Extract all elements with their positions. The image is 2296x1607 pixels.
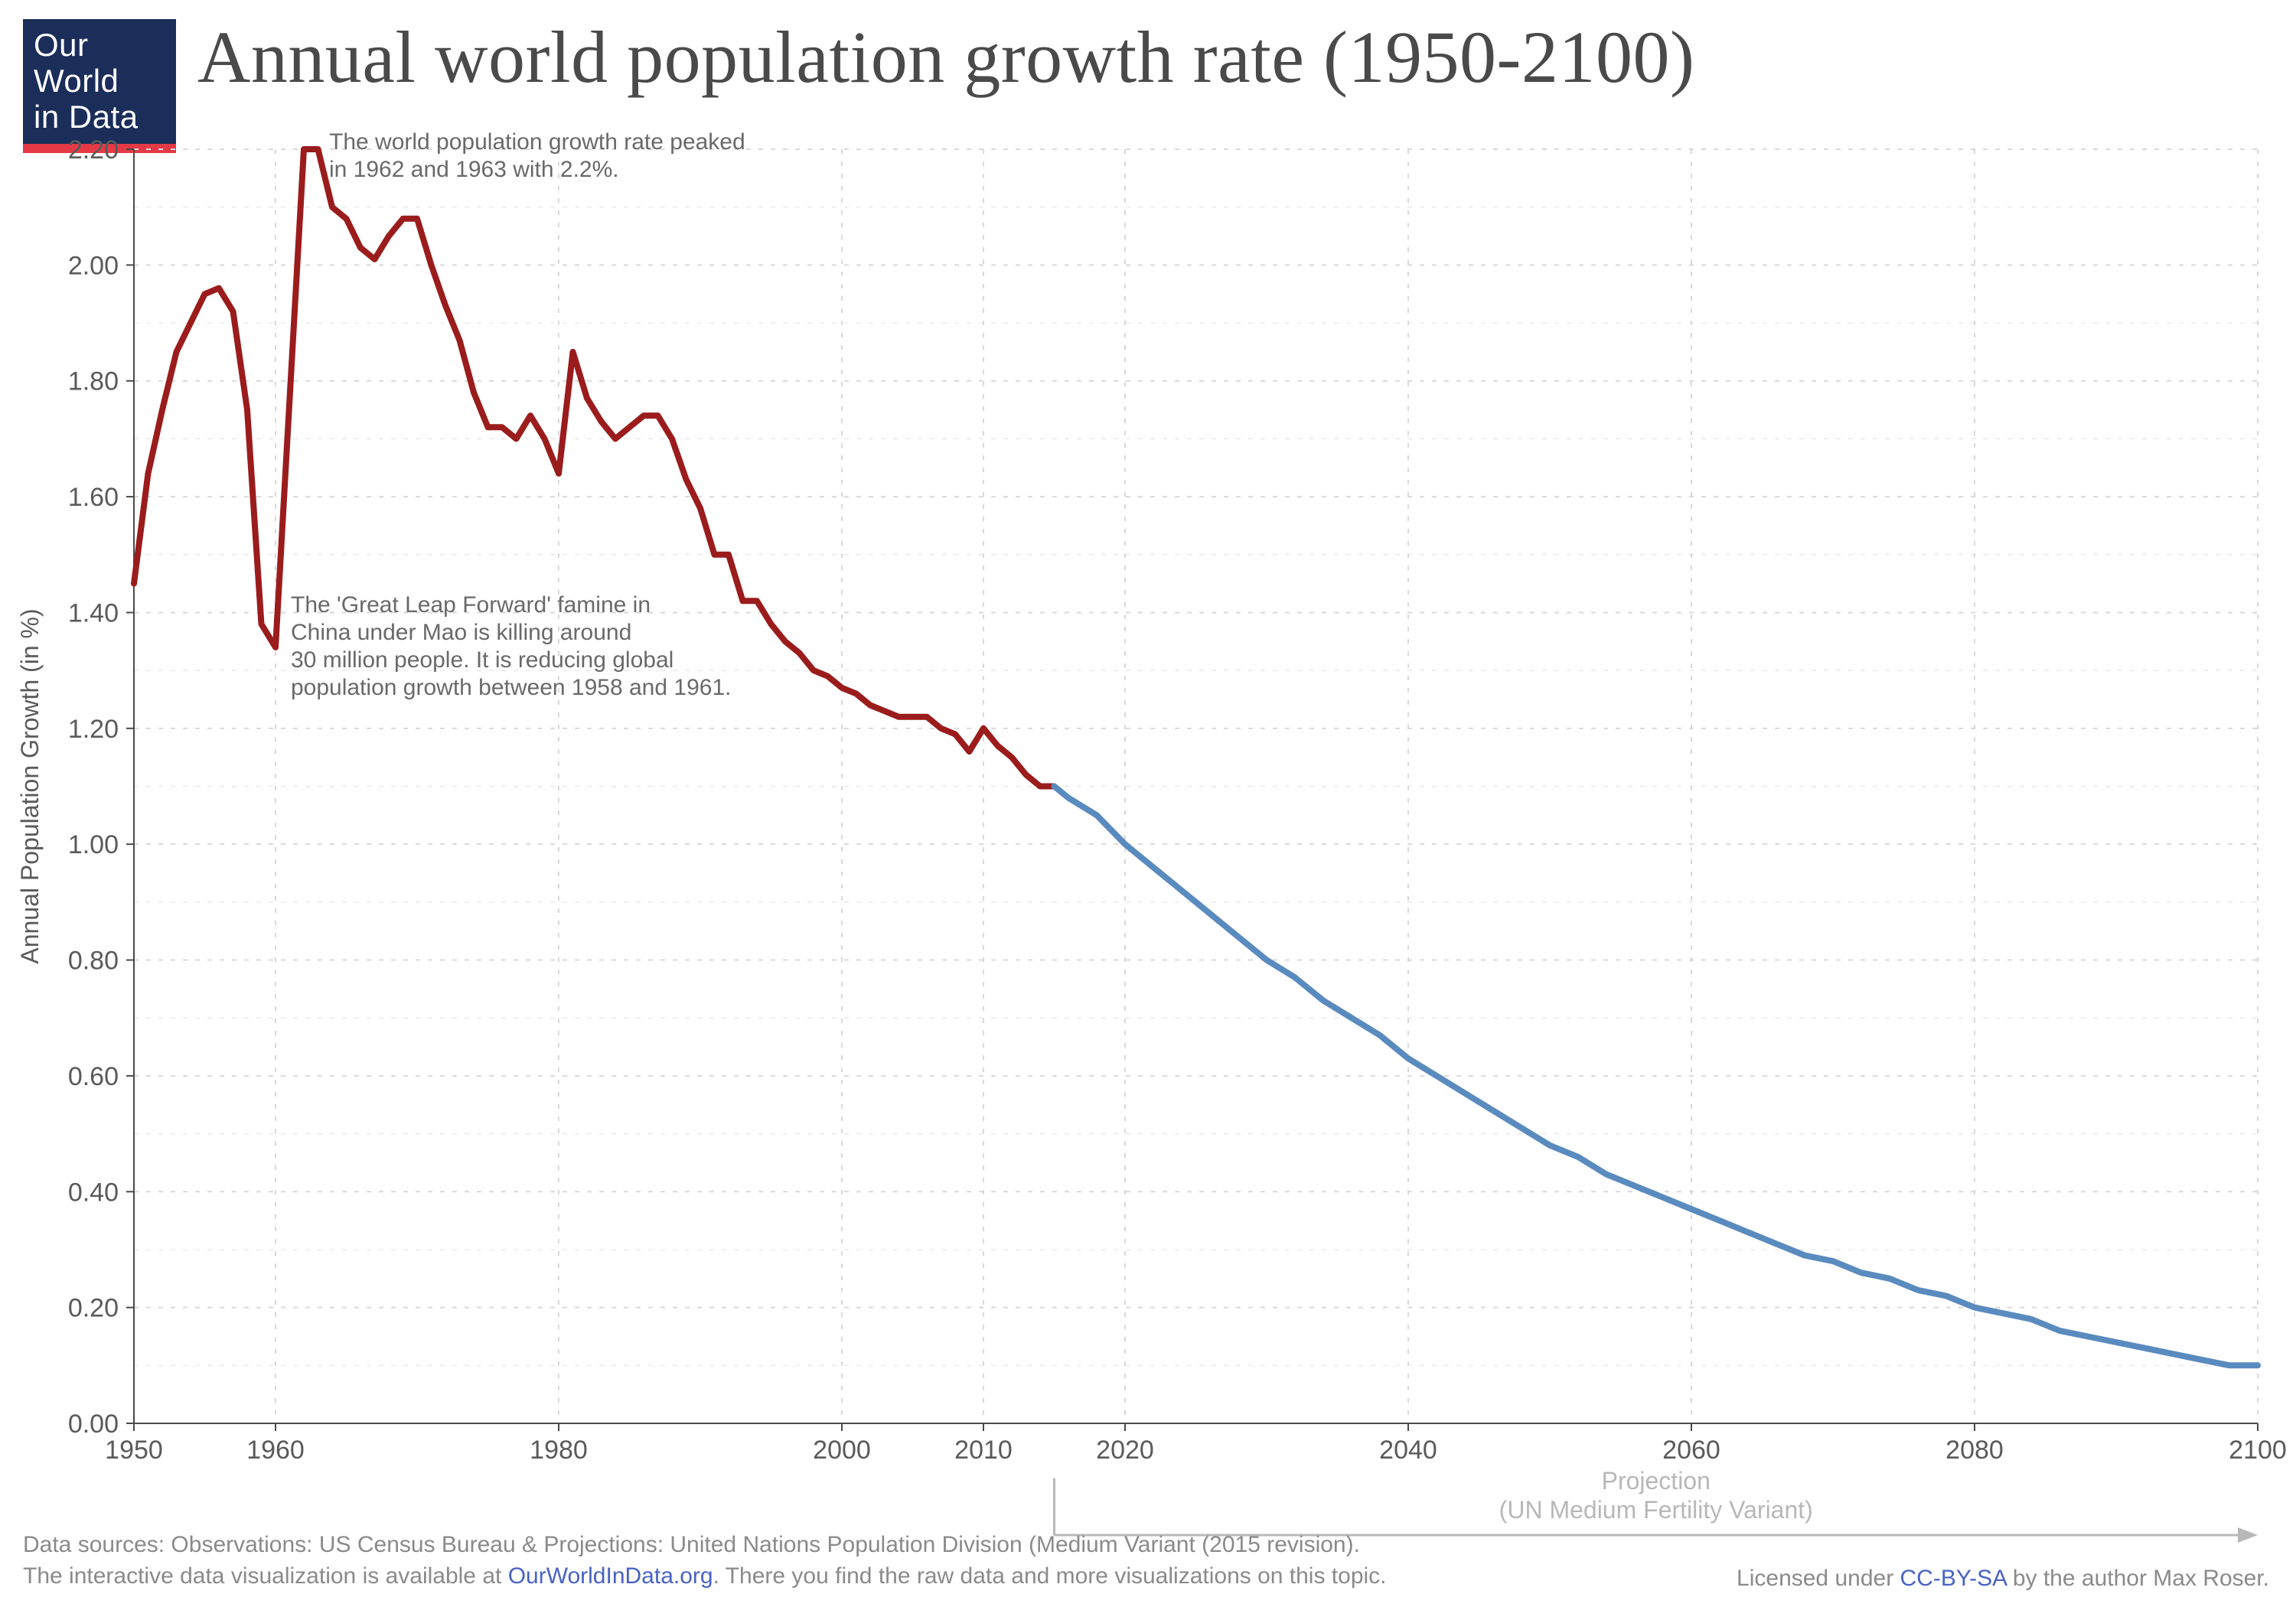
- svg-text:2100: 2100: [2229, 1436, 2287, 1465]
- svg-text:0.20: 0.20: [68, 1294, 119, 1323]
- svg-text:1950: 1950: [105, 1436, 163, 1465]
- svg-text:2010: 2010: [954, 1436, 1013, 1465]
- footer-line2: The interactive data visualization is av…: [23, 1561, 1387, 1592]
- annotation-peak: The world population growth rate peaked: [329, 129, 745, 155]
- owid-link[interactable]: OurWorldInData.org: [508, 1563, 713, 1589]
- svg-text:1960: 1960: [246, 1436, 305, 1465]
- annotation-famine: China under Mao is killing around: [291, 620, 631, 645]
- svg-text:Annual Population Growth (in %: Annual Population Growth (in %): [16, 608, 44, 963]
- svg-text:2060: 2060: [1662, 1436, 1720, 1465]
- svg-text:1980: 1980: [530, 1436, 588, 1465]
- annotation-peak: in 1962 and 1963 with 2.2%.: [329, 157, 619, 182]
- annotation-famine: 30 million people. It is reducing global: [291, 647, 673, 673]
- projection-label-1: Projection: [1602, 1467, 1711, 1495]
- svg-text:1.00: 1.00: [68, 830, 119, 859]
- projection-label-2: (UN Medium Fertility Variant): [1499, 1496, 1813, 1524]
- annotation-famine: population growth between 1958 and 1961.: [291, 675, 731, 700]
- svg-text:1.20: 1.20: [68, 715, 119, 744]
- svg-text:2020: 2020: [1096, 1436, 1154, 1465]
- svg-text:2000: 2000: [813, 1436, 871, 1465]
- svg-text:1.80: 1.80: [68, 367, 119, 396]
- footer-license: Licensed under CC-BY-SA by the author Ma…: [1737, 1566, 2269, 1592]
- annotation-famine: The 'Great Leap Forward' famine in: [291, 592, 651, 618]
- svg-text:2040: 2040: [1379, 1436, 1437, 1465]
- growth-chart: 0.00 0.20 0.40 0.60 0.80 1.00 1.20 1.40 1.60 1.80…: [0, 0, 2296, 1607]
- svg-text:1.60: 1.60: [68, 483, 119, 512]
- svg-text:2.20: 2.20: [68, 135, 119, 165]
- svg-text:2.00: 2.00: [68, 251, 119, 280]
- svg-text:0.60: 0.60: [68, 1062, 119, 1091]
- svg-text:1.40: 1.40: [68, 598, 119, 627]
- svg-text:0.40: 0.40: [68, 1178, 119, 1207]
- svg-text:2080: 2080: [1945, 1436, 2004, 1465]
- svg-text:0.80: 0.80: [68, 947, 119, 976]
- footer-line1: Data sources: Observations: US Census Bu…: [23, 1530, 1387, 1561]
- license-link[interactable]: CC-BY-SA: [1900, 1566, 2007, 1591]
- svg-text:0.00: 0.00: [68, 1410, 119, 1439]
- footer-sources: Data sources: Observations: US Census Bu…: [23, 1530, 1387, 1592]
